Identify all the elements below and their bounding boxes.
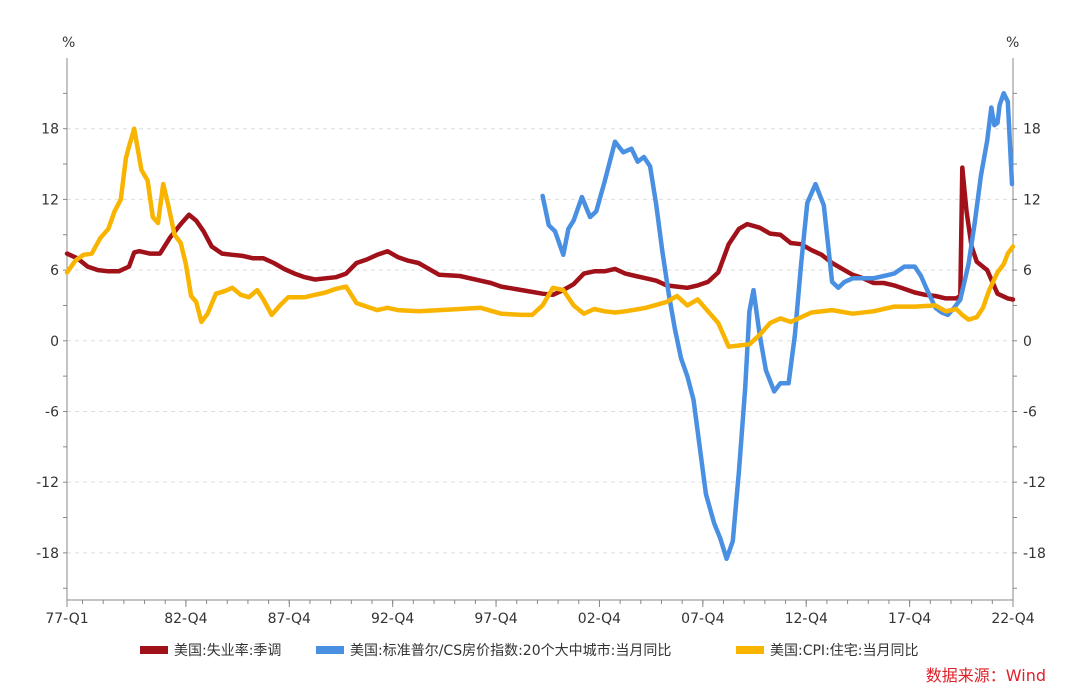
- y-tick-label-right: -18: [1023, 546, 1046, 562]
- series-lines: [64, 91, 1016, 562]
- right-axis-unit: %: [1006, 35, 1019, 51]
- y-tick-label-right: 0: [1023, 334, 1032, 350]
- legend-label-0: 美国:失业率:季调: [174, 642, 281, 659]
- y-tick-label-left: 6: [50, 263, 59, 279]
- legend-label-2: 美国:CPI:住宅:当月同比: [770, 643, 919, 659]
- y-tick-label-right: 6: [1023, 263, 1032, 279]
- y-tick-label-left: -6: [45, 404, 59, 420]
- tick-labels: 18 18 12 12 6 6 0 0 -6 -6 -12 -12 -18 -18 77-Q1 82-Q4 87…: [36, 122, 1046, 627]
- x-tick-label: 02-Q4: [578, 611, 621, 627]
- y-tick-label-right: 18: [1023, 122, 1041, 138]
- axes: [63, 58, 1017, 607]
- x-tick-label: 77-Q1: [45, 611, 88, 627]
- x-tick-label: 17-Q4: [888, 611, 931, 627]
- y-tick-label-left: 12: [41, 192, 59, 208]
- y-tick-label-right: 12: [1023, 192, 1041, 208]
- legend-swatch-2: [736, 646, 764, 654]
- x-tick-label: 22-Q4: [991, 611, 1034, 627]
- x-tick-label: 87-Q4: [268, 611, 311, 627]
- legend-swatch-0: [140, 646, 168, 654]
- x-tick-label: 97-Q4: [474, 611, 517, 627]
- legend-label-1: 美国:标准普尔/CS房价指数:20个大中城市:当月同比: [350, 642, 671, 659]
- y-tick-label-left: -18: [36, 546, 59, 562]
- source-note: 数据来源：Wind: [926, 666, 1046, 685]
- y-tick-label-right: -6: [1023, 404, 1037, 420]
- grid-lines: [67, 128, 1013, 554]
- x-tick-label: 92-Q4: [371, 611, 414, 627]
- x-tick-label: 82-Q4: [164, 611, 207, 627]
- series-line-1: [540, 91, 1015, 562]
- x-tick-label: 12-Q4: [785, 611, 828, 627]
- y-tick-label-left: -12: [36, 475, 59, 491]
- legend: 美国:失业率:季调 美国:标准普尔/CS房价指数:20个大中城市:当月同比 美国:C…: [140, 642, 919, 659]
- y-tick-label-right: -12: [1023, 475, 1046, 491]
- x-tick-label: 07-Q4: [681, 611, 724, 627]
- series-line-2: [64, 126, 1016, 349]
- left-axis-unit: %: [62, 35, 75, 51]
- y-tick-label-left: 18: [41, 122, 59, 138]
- legend-swatch-1: [316, 646, 344, 654]
- y-tick-label-left: 0: [50, 334, 59, 350]
- series-line-0: [64, 165, 1016, 302]
